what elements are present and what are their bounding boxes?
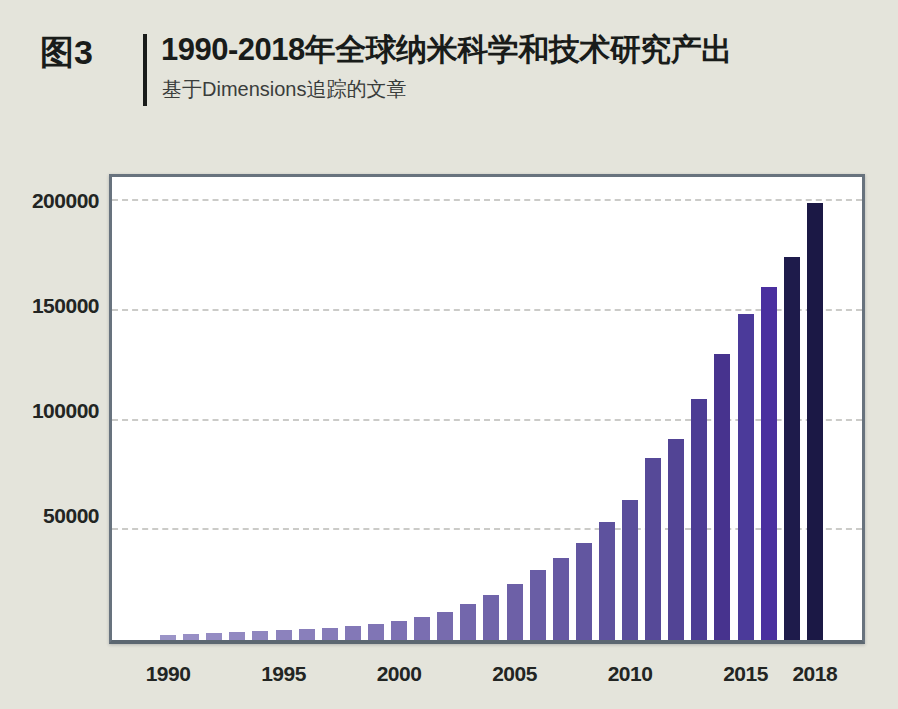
title-divider-bar <box>143 34 147 106</box>
x-tick-label-1990: 1990 <box>133 662 203 686</box>
bar-2015 <box>738 314 754 640</box>
figure-number-label: 图3 <box>40 30 140 76</box>
x-tick-label-2000: 2000 <box>364 662 434 686</box>
bar-2008 <box>576 543 592 640</box>
chart-subtitle: 基于Dimensions追踪的文章 <box>162 76 862 103</box>
bar-2000 <box>391 621 407 640</box>
bar-2001 <box>414 617 430 640</box>
bar-2002 <box>437 612 453 640</box>
x-tick-label-2010: 2010 <box>595 662 665 686</box>
bar-1993 <box>229 632 245 640</box>
bar-2011 <box>645 458 661 640</box>
bar-2014 <box>714 354 730 640</box>
bar-2013 <box>691 399 707 640</box>
bar-1991 <box>183 634 199 640</box>
bar-1992 <box>206 633 222 640</box>
bar-2003 <box>460 604 476 640</box>
gridline-150000 <box>112 309 862 311</box>
bar-2010 <box>622 500 638 640</box>
plot-inner <box>112 177 862 640</box>
gridline-200000 <box>112 199 862 201</box>
bar-2017 <box>784 257 800 640</box>
figure-3-nano-output-chart: 图3 1990-2018年全球纳米科学和技术研究产出 基于Dimensions追… <box>0 0 898 709</box>
bar-2012 <box>668 439 684 640</box>
bar-1997 <box>322 628 338 640</box>
bar-1998 <box>345 626 361 640</box>
bar-2006 <box>530 570 546 640</box>
chart-title: 1990-2018年全球纳米科学和技术研究产出 <box>161 29 881 71</box>
bar-1994 <box>252 631 268 640</box>
bar-2004 <box>483 595 499 640</box>
x-tick-label-1995: 1995 <box>249 662 319 686</box>
y-tick-label-150000: 150000 <box>15 294 99 318</box>
x-tick-label-2015: 2015 <box>711 662 781 686</box>
bar-1999 <box>368 624 384 640</box>
bar-2018 <box>807 203 823 640</box>
bar-2005 <box>507 584 523 640</box>
y-tick-label-200000: 200000 <box>15 189 99 213</box>
plot-area <box>109 174 865 644</box>
bar-2007 <box>553 558 569 640</box>
bar-1990 <box>160 635 176 640</box>
bar-1995 <box>276 630 292 640</box>
x-tick-label-2005: 2005 <box>480 662 550 686</box>
bar-2016 <box>761 287 777 641</box>
bar-1996 <box>299 629 315 640</box>
bar-2009 <box>599 522 615 640</box>
y-tick-label-50000: 50000 <box>15 504 99 528</box>
x-tick-label-2018: 2018 <box>780 662 850 686</box>
y-tick-label-100000: 100000 <box>15 399 99 423</box>
